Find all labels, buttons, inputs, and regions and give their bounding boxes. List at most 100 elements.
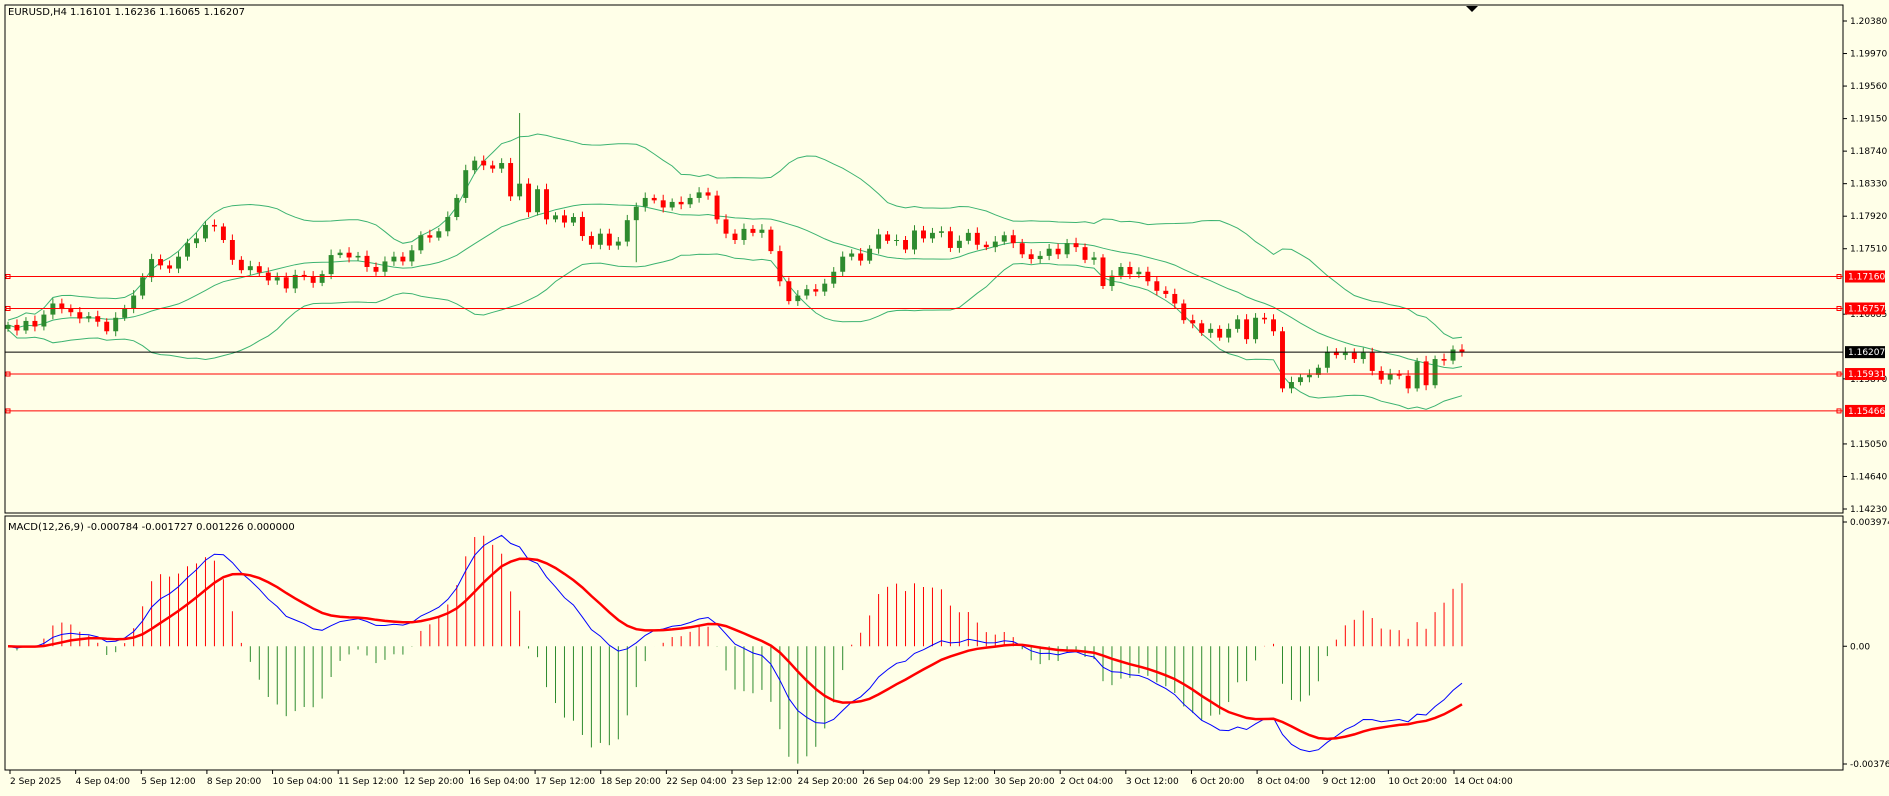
candle-body: [1297, 377, 1303, 383]
candle-body: [158, 259, 164, 266]
candle-body: [1046, 248, 1052, 256]
candle-body: [588, 236, 594, 245]
candle-body: [1280, 331, 1285, 389]
candle-body: [956, 240, 962, 248]
candle-body: [929, 232, 935, 239]
macd-panel-frame: [4, 515, 1844, 771]
candle-body: [768, 229, 774, 252]
candle-body: [1271, 319, 1276, 332]
candle-body: [1010, 235, 1016, 244]
candle-body: [149, 259, 155, 278]
time-tick-label: 4 Sep 04:00: [76, 777, 131, 787]
candle-body: [867, 248, 873, 261]
symbol-label: EURUSD,H4: [8, 7, 67, 18]
candle-body: [1118, 266, 1124, 276]
candle-body: [1028, 254, 1034, 260]
candle-body: [912, 230, 917, 250]
candle-body: [5, 324, 11, 329]
candle-body: [1306, 374, 1312, 378]
macd-tick-label: -0.003766: [1850, 760, 1889, 770]
candle-body: [1432, 359, 1438, 386]
level-anchor-left: [5, 305, 11, 311]
time-tick-label: 9 Oct 12:00: [1323, 777, 1376, 787]
candle-body: [1253, 317, 1259, 340]
price-tick-label: 1.20380: [1850, 17, 1887, 27]
candle-body: [1342, 352, 1348, 356]
candle-body: [1172, 293, 1178, 304]
candle-body: [1136, 271, 1142, 275]
time-tick-label: 3 Oct 12:00: [1126, 777, 1179, 787]
price-tick-label: 1.17920: [1850, 212, 1887, 222]
candle-body: [77, 312, 83, 319]
time-tick-label: 2 Oct 04:00: [1060, 777, 1113, 787]
candle-body: [364, 255, 370, 267]
price-tick-label: 1.14230: [1850, 505, 1887, 515]
price-tick-label: 1.19970: [1850, 50, 1887, 60]
candle-body: [508, 163, 514, 197]
candle-body: [974, 232, 980, 245]
time-tick-label: 12 Sep 20:00: [404, 777, 464, 787]
candle-body: [1414, 361, 1420, 389]
macd-tick-label: 0.00: [1850, 642, 1870, 652]
candle-body: [903, 240, 908, 250]
time-axis: 2 Sep 2025 4 Sep 04:00 5 Sep 12:00 8 Sep 20…: [9, 770, 1513, 787]
price-tick-label: 1.18740: [1850, 147, 1887, 157]
candle-body: [122, 308, 128, 318]
candle-body: [167, 265, 173, 269]
time-tick-label: 11 Sep 12:00: [338, 777, 398, 787]
candle-body: [1181, 303, 1187, 321]
candle-body: [597, 233, 603, 245]
macd-label: MACD(12,26,9) -0.000784 -0.001727 0.0012…: [8, 522, 295, 533]
candle-body: [41, 314, 47, 327]
time-tick-label: 29 Sep 12:00: [929, 777, 989, 787]
candle-body: [1369, 352, 1375, 371]
candle-body: [59, 303, 65, 310]
candle-body: [104, 321, 110, 332]
time-tick-label: 8 Sep 20:00: [207, 777, 262, 787]
candle-body: [292, 274, 298, 289]
current-price-tag: [1845, 346, 1885, 359]
time-tick-label: 30 Sep 20:00: [995, 777, 1055, 787]
candle-body: [696, 192, 702, 198]
level-price-label: 1.15931: [1848, 370, 1885, 380]
macd-tick-label: 0.003974: [1850, 518, 1889, 528]
candle-body: [876, 234, 882, 249]
candle-body: [445, 216, 451, 232]
price-tick-label: 1.15050: [1850, 440, 1887, 450]
candle-body: [86, 316, 92, 319]
candle-body: [687, 197, 693, 205]
candle-body: [570, 216, 576, 223]
candle-body: [400, 256, 406, 262]
level-anchor-right: [1836, 274, 1842, 280]
candle-body: [544, 189, 549, 220]
time-tick-label: 18 Sep 20:00: [601, 777, 661, 787]
candle-body: [202, 224, 208, 239]
candle-body: [804, 289, 810, 296]
bollinger-middle-band: [7, 203, 1463, 369]
candle-body: [1360, 352, 1366, 360]
shift-marker-icon: [1466, 6, 1478, 12]
candle-body: [831, 271, 837, 284]
level-anchor-left: [5, 371, 11, 377]
candle-body: [669, 201, 675, 208]
candle-body: [1333, 351, 1339, 356]
candle-body: [624, 220, 630, 242]
time-tick-label: 10 Sep 04:00: [273, 777, 333, 787]
candle-body: [1351, 352, 1357, 360]
candle-body: [723, 219, 729, 234]
candle-body: [113, 317, 119, 332]
level-price-tag: [1845, 270, 1885, 283]
candle-body: [1450, 349, 1456, 361]
candle-body: [454, 197, 460, 217]
candle-body: [176, 256, 181, 269]
candle-body: [220, 226, 226, 241]
candle-body: [965, 232, 971, 241]
candle-body: [849, 253, 855, 257]
time-tick-label: 14 Oct 04:00: [1454, 777, 1513, 787]
candle-body: [1073, 243, 1079, 248]
time-tick-label: 2 Sep 2025: [10, 777, 61, 787]
candle-body: [310, 276, 316, 283]
level-anchor-right: [1836, 408, 1842, 414]
candle-body: [418, 235, 424, 251]
